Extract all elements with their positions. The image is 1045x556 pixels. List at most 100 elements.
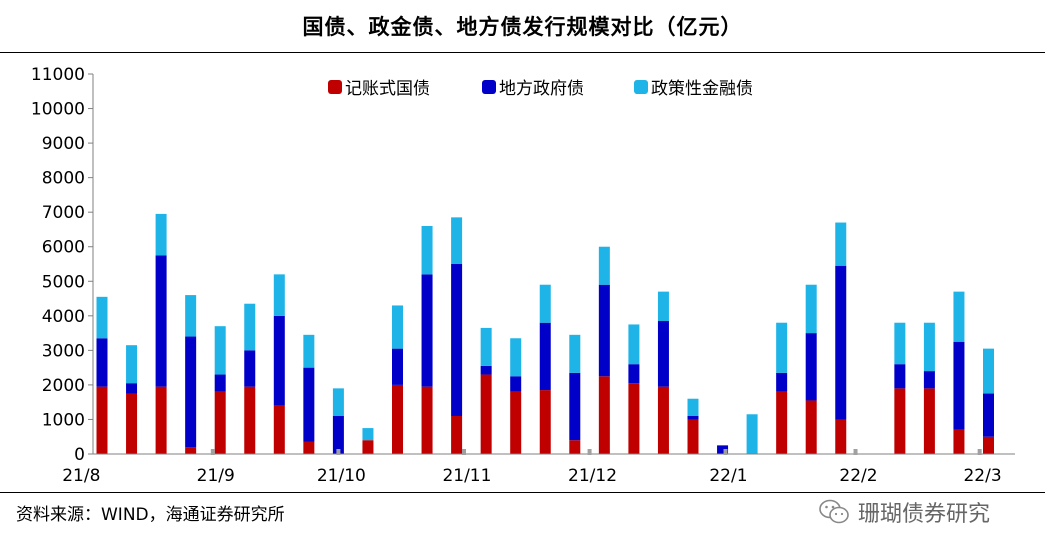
y-tick-label: 1000	[42, 410, 85, 430]
x-tick-label: 21/8	[62, 466, 100, 486]
bar-0-0	[96, 386, 108, 454]
bar-1-16	[569, 372, 581, 441]
bar-0-14	[510, 391, 522, 454]
bar-0-18	[628, 383, 640, 454]
bar-1-2	[155, 255, 167, 387]
bar-1-15	[539, 322, 551, 391]
bar-1-24	[805, 333, 817, 401]
bar-1-20	[687, 416, 699, 420]
bar-0-1	[126, 393, 138, 454]
bar-1-21	[717, 445, 729, 454]
legend-label-0: 记账式国债	[345, 79, 430, 99]
watermark: 珊瑚债券研究	[818, 496, 990, 528]
bar-0-11	[421, 386, 433, 454]
bar-2-24	[805, 284, 817, 334]
bar-0-13	[480, 374, 492, 454]
bar-2-22	[746, 414, 758, 454]
x-tick	[587, 449, 592, 455]
bar-2-29	[953, 291, 965, 342]
x-tick-label: 22/1	[709, 466, 747, 486]
x-tick	[210, 449, 215, 455]
bar-0-9	[362, 440, 374, 454]
bar-0-17	[598, 376, 610, 454]
bar-1-0	[96, 338, 108, 387]
legend-label-2: 政策性金融债	[651, 79, 753, 99]
bar-2-3	[185, 295, 197, 337]
bar-0-25	[835, 419, 847, 454]
bar-1-5	[244, 350, 256, 387]
x-tick-label: 21/12	[568, 466, 617, 486]
bar-0-24	[805, 400, 817, 454]
y-tick-label: 9000	[42, 134, 85, 154]
bar-0-7	[303, 441, 315, 454]
bar-0-29	[953, 429, 965, 454]
bar-2-0	[96, 296, 108, 339]
bar-2-16	[569, 334, 581, 373]
bar-0-20	[687, 419, 699, 454]
bar-2-1	[126, 345, 138, 384]
legend-swatch-0	[328, 80, 342, 94]
y-tick-label: 7000	[42, 203, 85, 223]
bar-1-28	[923, 371, 935, 389]
bar-0-19	[657, 386, 669, 454]
bar-1-17	[598, 284, 610, 377]
y-tick-label: 4000	[42, 307, 85, 327]
bar-2-8	[332, 388, 344, 416]
y-tick-label: 6000	[42, 238, 85, 258]
bar-1-29	[953, 341, 965, 430]
bar-2-20	[687, 398, 699, 416]
y-tick-label: 5000	[42, 272, 85, 292]
x-tick-label: 21/10	[317, 466, 366, 486]
bar-0-27	[894, 388, 906, 454]
bar-2-19	[657, 291, 669, 321]
watermark-text: 珊瑚债券研究	[858, 502, 991, 527]
y-tick-label: 3000	[42, 341, 85, 361]
bar-1-25	[835, 265, 847, 420]
bar-2-23	[776, 322, 788, 373]
bar-1-12	[451, 264, 463, 416]
bar-0-30	[983, 436, 994, 454]
bar-1-23	[776, 372, 788, 392]
y-tick-label: 10000	[31, 100, 85, 120]
source-note: 资料来源：WIND，海通证券研究所	[16, 505, 285, 525]
legend-swatch-1	[482, 80, 496, 94]
bar-2-30	[983, 348, 994, 394]
title-bar: 国债、政金债、地方债发行规模对比（亿元）	[0, 0, 1045, 53]
bar-2-14	[510, 338, 522, 377]
bar-1-7	[303, 367, 315, 442]
bar-1-8	[332, 416, 344, 454]
bar-2-12	[451, 217, 463, 264]
y-tick-label: 2000	[42, 376, 85, 396]
x-tick-label: 22/3	[963, 466, 1001, 486]
bar-2-28	[923, 322, 935, 372]
bar-2-13	[480, 327, 492, 366]
bar-2-5	[244, 303, 256, 351]
bar-0-10	[392, 384, 403, 454]
bar-2-15	[539, 284, 551, 323]
y-tick-label: 8000	[42, 169, 85, 189]
bar-2-18	[628, 324, 640, 365]
bar-0-4	[214, 391, 226, 454]
x-tick	[853, 449, 858, 455]
bar-2-17	[598, 246, 610, 285]
bar-0-2	[155, 386, 167, 454]
x-tick	[977, 449, 982, 455]
bar-1-4	[214, 374, 226, 392]
bar-2-25	[835, 222, 847, 266]
y-tick-label: 11000	[31, 65, 85, 85]
bar-0-6	[273, 405, 285, 454]
bar-1-11	[421, 274, 433, 387]
bar-1-10	[392, 348, 403, 385]
bar-1-18	[628, 364, 640, 384]
x-tick	[336, 449, 341, 455]
x-tick	[461, 449, 466, 455]
bar-0-28	[923, 388, 935, 454]
bar-1-1	[126, 383, 138, 394]
legend-label-1: 地方政府债	[499, 79, 584, 99]
x-tick-label: 21/11	[442, 466, 491, 486]
bar-0-12	[451, 416, 463, 454]
bar-1-19	[657, 321, 669, 387]
bar-2-4	[214, 326, 226, 375]
bar-0-16	[569, 440, 581, 454]
